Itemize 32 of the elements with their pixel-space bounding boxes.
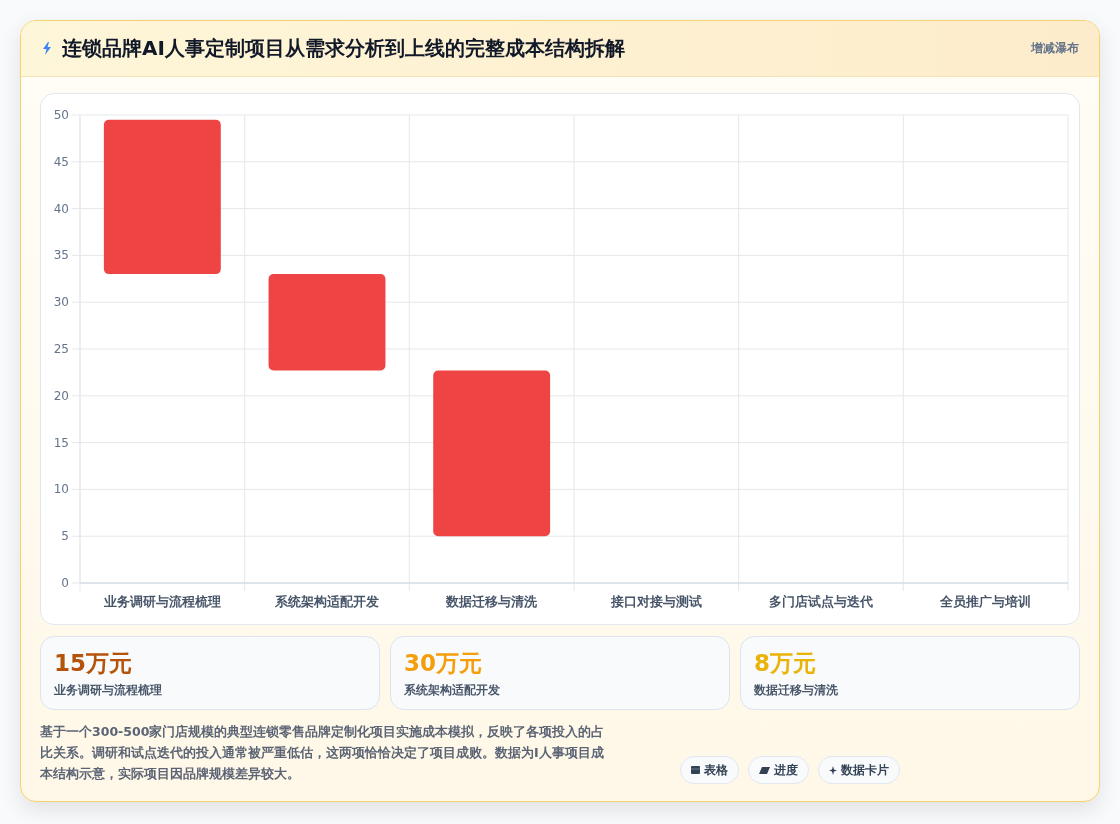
y-tick-label: 5 [61, 529, 69, 544]
text: 业务调研与流程梳理 [54, 683, 162, 697]
y-tick-label: 35 [53, 248, 69, 263]
x-tick-label: 全员推广与培训 [939, 593, 1032, 609]
y-tick-label: 50 [53, 108, 69, 122]
y-tick-label: 15 [53, 435, 69, 450]
y-tick-label: 45 [53, 154, 69, 169]
y-tick-label: 25 [53, 342, 69, 356]
x-tick-label: 数据迁移与清洗 [445, 593, 539, 609]
x-tick-label: 系统架构适配开发 [274, 593, 379, 609]
y-tick-label: 30 [53, 295, 69, 310]
text: 8万元 [754, 650, 817, 676]
y-tick-label: 10 [53, 482, 69, 497]
text: 系统架构适配开发 [404, 683, 500, 697]
x-tick-label: 接口对接与测试 [609, 593, 702, 609]
text: 数据迁移与清洗 [754, 683, 838, 697]
y-tick-label: 0 [61, 576, 69, 590]
chart-title: 连锁品牌AI人事定制项目从需求分析到上线的完整成本结构拆解 [62, 36, 625, 60]
x-tick-label: 业务调研与流程梳理 [102, 593, 221, 609]
y-tick-label: 40 [53, 201, 69, 216]
text: 数据卡片 [841, 762, 889, 777]
chart-subtitle: 增减瀑布 [1031, 41, 1079, 55]
bar [433, 370, 551, 537]
text: 30万元 [404, 650, 483, 676]
y-tick-label: 20 [53, 388, 69, 403]
text: 进度 [774, 762, 798, 777]
text: 表格 [704, 762, 728, 777]
x-tick-label: 多门店试点与迭代 [769, 593, 873, 609]
bar [268, 274, 386, 371]
bar [103, 119, 221, 275]
text: 15万元 [54, 650, 133, 676]
text: 基于一个300-500家门店规模的典型连锁零售品牌定制化项目实施成本模拟，反映了各项投入的占比关系。调研和试点迭代的投入通常被严重低估，这两项恰恰决定了项目成败。数据为I人事项目成本结构示意，实际项目因品牌规模差异较大。 [40, 724, 605, 781]
